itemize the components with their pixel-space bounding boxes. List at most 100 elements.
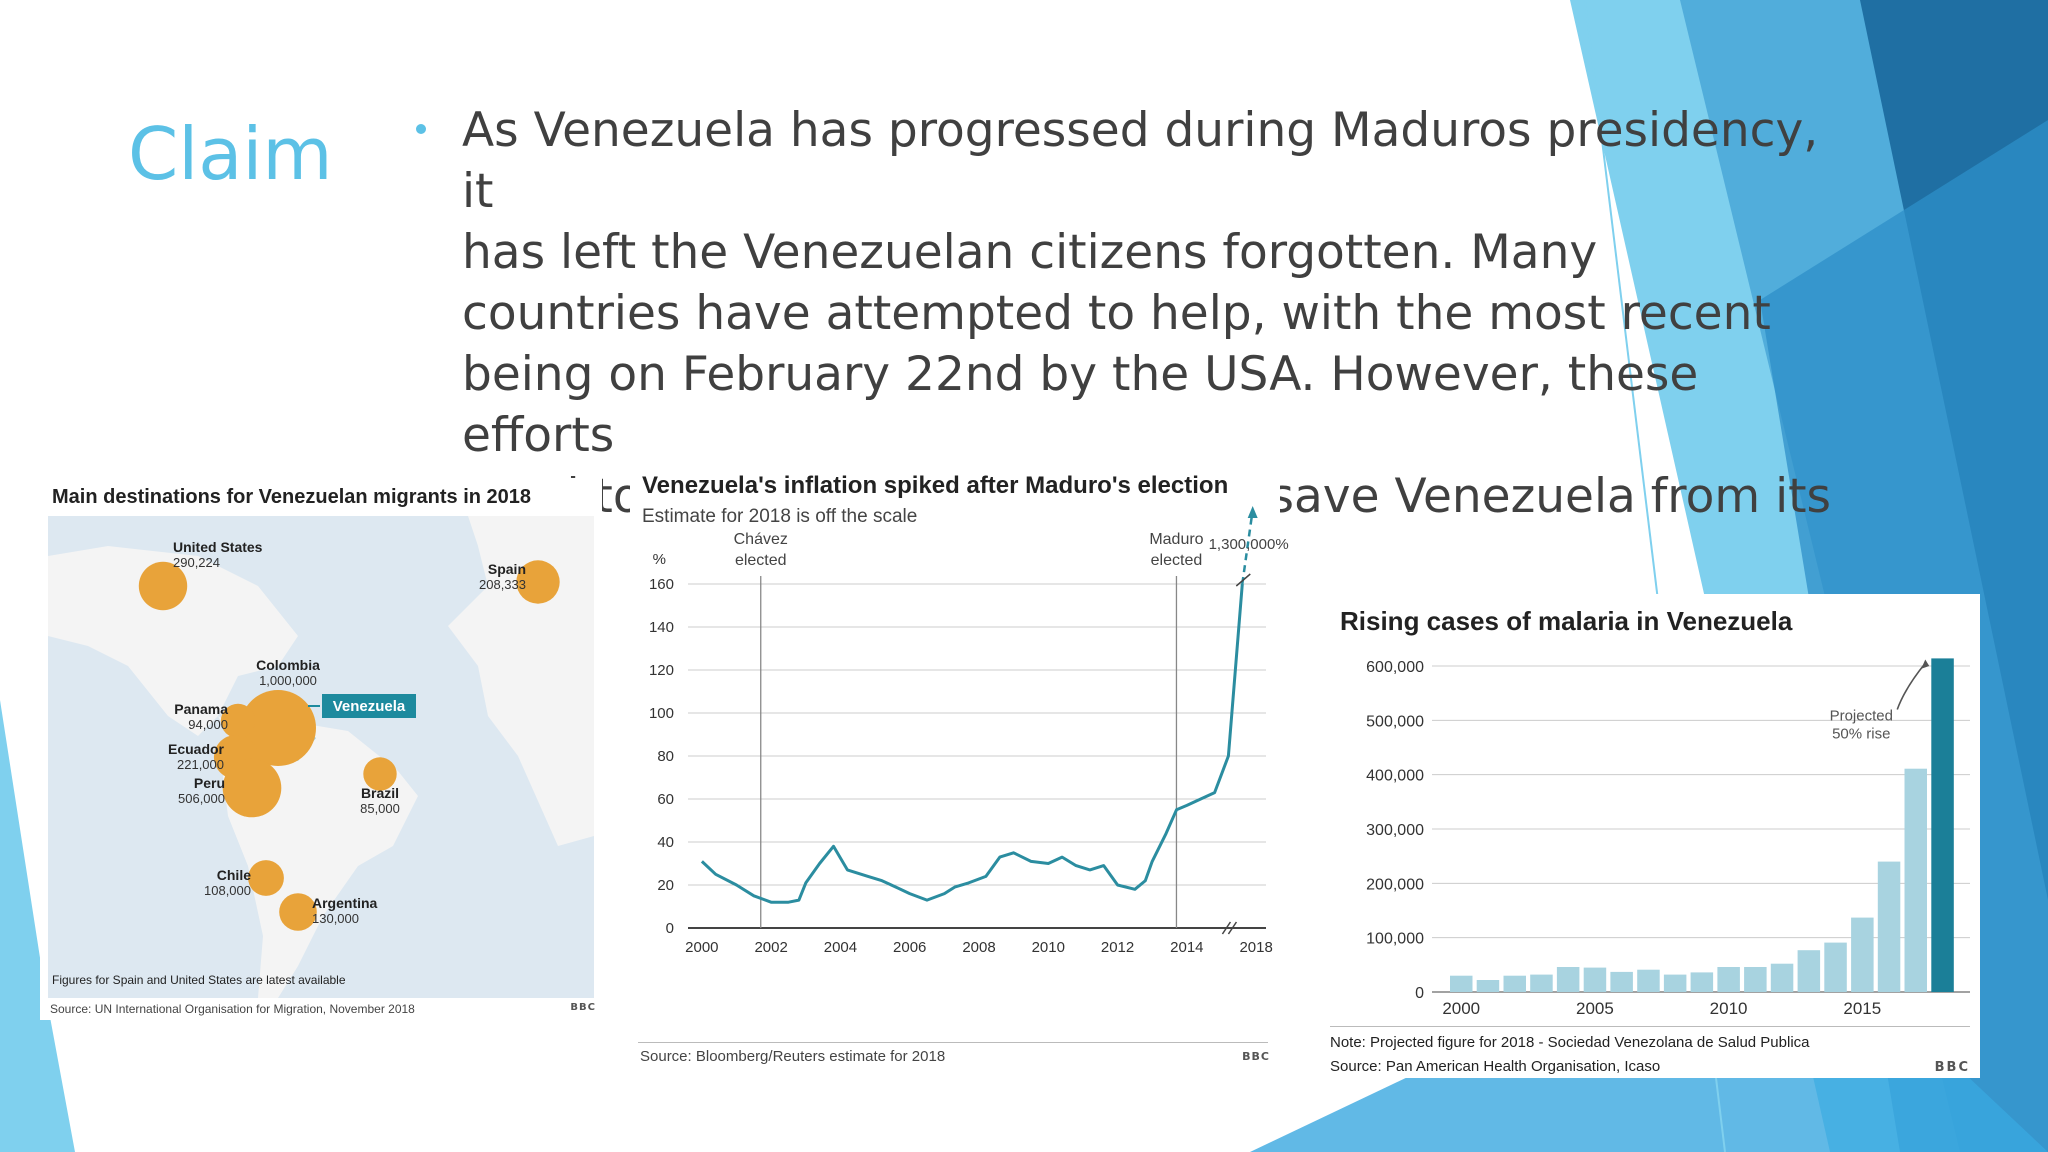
- venezuela-label: Venezuela: [333, 698, 406, 715]
- offscale-arrowhead: [1247, 506, 1258, 518]
- migrant-value-label: 221,000: [177, 757, 224, 772]
- event-annotation: elected: [1151, 552, 1203, 569]
- migrants-note: Figures for Spain and United States are …: [52, 973, 346, 987]
- migrant-bubble: [138, 561, 188, 611]
- migrants-map-panel: Main destinations for Venezuelan migrant…: [40, 478, 602, 1020]
- y-tick-label: 400,000: [1366, 768, 1424, 785]
- y-tick-label: 40: [657, 834, 674, 851]
- y-tick-label: 600,000: [1366, 659, 1424, 676]
- migrant-bubble: [248, 860, 284, 896]
- migrant-bubble: [240, 690, 316, 766]
- x-tick-label: 2000: [1442, 999, 1480, 1014]
- x-tick-label: 2000: [685, 939, 718, 956]
- event-annotation: elected: [735, 552, 787, 569]
- malaria-chart-title: Rising cases of malaria in Venezuela: [1340, 606, 1793, 636]
- projection-annotation: Projected: [1830, 707, 1893, 724]
- y-tick-label: 300,000: [1366, 822, 1424, 839]
- migrant-bubble: [363, 757, 397, 791]
- migrant-bubble: [220, 703, 256, 739]
- y-tick-label: 20: [657, 877, 674, 894]
- inflation-divider: [638, 1042, 1268, 1043]
- malaria-bar: [1797, 950, 1821, 992]
- y-axis-label: %: [653, 551, 666, 568]
- annotation-arrowhead: [1921, 659, 1930, 669]
- body-line: As Venezuela has progressed during Madur…: [462, 103, 1819, 219]
- x-tick-label: 2008: [962, 939, 995, 956]
- x-tick-label: 2015: [1843, 999, 1881, 1014]
- malaria-bar: [1904, 768, 1927, 992]
- bullet-icon: [416, 124, 426, 134]
- malaria-bar: [1503, 975, 1526, 992]
- malaria-note: Note: Projected figure for 2018 - Socied…: [1330, 1034, 1810, 1051]
- x-tick-label: 2006: [893, 939, 926, 956]
- y-tick-label: 140: [649, 619, 674, 636]
- inflation-chart-panel: Venezuela's inflation spiked after Madur…: [630, 462, 1289, 1072]
- malaria-bar: [1851, 917, 1874, 992]
- migrant-country-label: Brazil: [361, 785, 399, 801]
- malaria-bar: [1637, 969, 1660, 992]
- malaria-bar: [1717, 967, 1740, 992]
- migrant-value-label: 1,000,000: [259, 673, 317, 688]
- inflation-source: Source: Bloomberg/Reuters estimate for 2…: [640, 1048, 946, 1065]
- y-tick-label: 60: [657, 791, 674, 808]
- malaria-chart-panel: Rising cases of malaria in Venezuela 0 10…: [1320, 594, 1980, 1078]
- y-tick-label: 100: [649, 705, 674, 722]
- malaria-bar: [1583, 967, 1607, 992]
- migrant-bubble: [222, 758, 282, 818]
- x-tick-label: 2012: [1101, 939, 1134, 956]
- migrant-country-label: Spain: [488, 561, 526, 577]
- malaria-bar: [1610, 971, 1633, 992]
- x-tick-label: 2018: [1239, 939, 1272, 956]
- x-tick-label: 2002: [754, 939, 787, 956]
- venezuela-label-box: [322, 694, 416, 718]
- malaria-bar: [1770, 963, 1794, 992]
- x-tick-label: 2005: [1576, 999, 1614, 1014]
- migrants-source: Source: UN International Organisation fo…: [50, 1002, 415, 1016]
- migrant-value-label: 130,000: [312, 911, 359, 926]
- malaria-bar: [1476, 980, 1500, 992]
- offscale-dashed-line: [1241, 509, 1254, 585]
- migrant-value-label: 506,000: [178, 791, 225, 806]
- slide-title: Claim: [128, 112, 333, 196]
- inflation-plot: 0 20 40 60 80 100 120 140 160% 2000 2002 2004 2006 20…: [649, 506, 1273, 956]
- migrant-bubble: [279, 893, 317, 931]
- malaria-bar: [1744, 967, 1767, 992]
- y-tick-label: 0: [666, 920, 674, 937]
- series-break-mark: [1235, 573, 1251, 587]
- malaria-plot: 0 100,000 200,000 300,000 400,000 500,000 600,…: [1366, 658, 1970, 1014]
- x-tick-label: 2010: [1032, 939, 1065, 956]
- offscale-value-label: 1,300,000%: [1208, 536, 1289, 553]
- x-tick-label: 2004: [824, 939, 857, 956]
- europe-africa-land: [448, 516, 594, 846]
- event-annotation: Maduro: [1149, 531, 1203, 548]
- decor-shape-left: [0, 700, 75, 1152]
- event-annotation: Chávez: [734, 531, 788, 548]
- malaria-divider: [1330, 1026, 1970, 1027]
- migrant-country-label: United States: [173, 539, 263, 555]
- migrant-value-label: 208,333: [479, 577, 526, 592]
- y-tick-label: 0: [1415, 985, 1424, 1002]
- axis-break-mark: [1227, 921, 1238, 935]
- inflation-chart-title: Venezuela's inflation spiked after Madur…: [642, 472, 1229, 499]
- y-tick-label: 120: [649, 662, 674, 679]
- annotation-arrow: [1896, 662, 1926, 710]
- body-line: has left the Venezuelan citizens forgott…: [462, 225, 1598, 280]
- malaria-bar: [1450, 975, 1473, 992]
- inflation-chart-subtitle: Estimate for 2018 is off the scale: [642, 506, 918, 527]
- inflation-line: [700, 583, 1244, 904]
- bubble-layer: [138, 560, 560, 931]
- y-tick-label: 80: [657, 748, 674, 765]
- projected-bar: [1931, 658, 1954, 992]
- north-america-land: [48, 546, 298, 736]
- body-line: countries have attempted to help, with t…: [462, 286, 1771, 341]
- malaria-bar: [1690, 972, 1714, 992]
- body-line: being on February 22nd by the USA. Howev…: [462, 347, 1699, 463]
- y-tick-label: 200,000: [1366, 876, 1424, 893]
- y-tick-label: 160: [649, 576, 674, 593]
- migrant-value-label: 85,000: [360, 801, 400, 816]
- migrant-value-label: 94,000: [188, 717, 228, 732]
- migrant-value-label: 108,000: [204, 883, 251, 898]
- bbc-logo: BBC: [1934, 1060, 1970, 1075]
